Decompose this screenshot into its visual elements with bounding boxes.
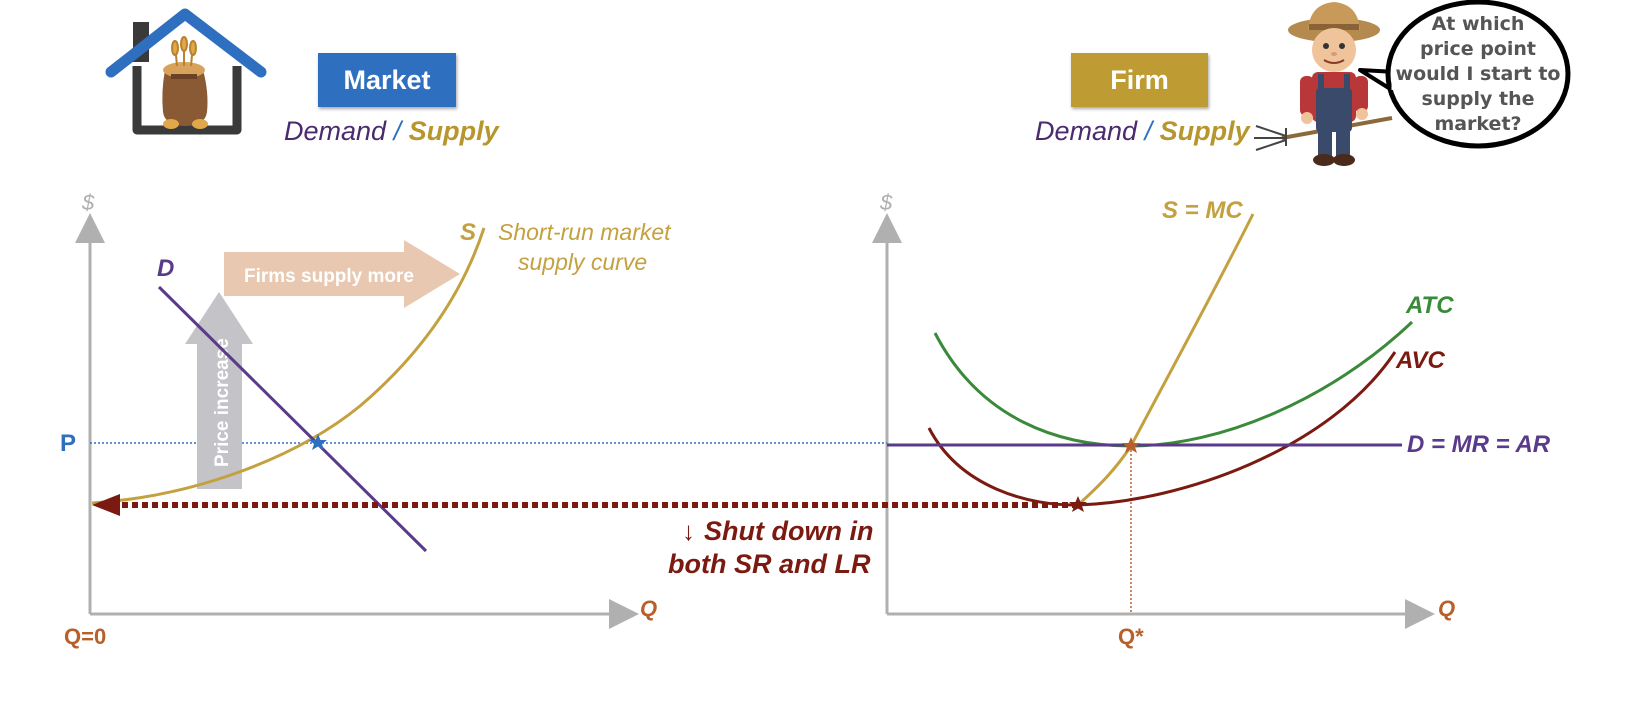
- shutdown-line-1: Shut down in: [704, 516, 873, 546]
- firm-atc-label: ATC: [1405, 292, 1454, 319]
- market-demand-word: Demand: [284, 116, 387, 146]
- house-grain-icon: [105, 8, 267, 135]
- firm-avc-min-point: [1069, 496, 1087, 512]
- price-increase-label: Price increase: [212, 338, 233, 467]
- firm-supply-word: Supply: [1159, 116, 1250, 146]
- bubble-line: supply the: [1421, 88, 1535, 110]
- firm-avc-label: AVC: [1395, 347, 1446, 374]
- firm-qstar-label: Q*: [1118, 624, 1144, 649]
- bubble-line: At which: [1431, 13, 1525, 35]
- shutdown-line-2: both SR and LR: [668, 549, 871, 579]
- firm-demand-word: Demand: [1035, 116, 1138, 146]
- market-y-axis-label: $: [81, 190, 95, 215]
- market-demand-curve: [157, 285, 428, 553]
- market-supply-note-2: supply curve: [518, 249, 647, 275]
- firm-demand-supply-label: Demand / Supply: [1035, 116, 1250, 147]
- firm-badge: Firm: [1071, 53, 1208, 107]
- firms-supply-more-label: Firms supply more: [244, 266, 414, 287]
- firms-supply-more-arrow: [224, 240, 460, 308]
- market-supply-label: S: [460, 219, 476, 246]
- shutdown-arrow-glyph: ↓: [682, 516, 695, 546]
- market-x-axis-label: Q: [640, 596, 657, 621]
- bubble-line: would I start to: [1395, 63, 1561, 85]
- market-equilibrium-point: [309, 434, 327, 450]
- firm-demand-label: D = MR = AR: [1407, 431, 1551, 458]
- market-badge: Market: [318, 53, 456, 107]
- market-demand-label: D: [157, 255, 174, 282]
- firm-mc-curve: [1076, 213, 1255, 507]
- firm-avc-curve: [927, 351, 1397, 507]
- firm-atc-min-point: [1122, 437, 1140, 453]
- market-supply-word: Supply: [408, 116, 499, 146]
- market-q0-label: Q=0: [64, 624, 106, 649]
- shutdown-arrow-head: [92, 494, 120, 516]
- firm-mc-label: S = MC: [1162, 197, 1243, 224]
- market-supply-curve: [91, 227, 486, 505]
- speech-bubble-icon: [1358, 0, 1571, 149]
- bubble-line: market?: [1434, 113, 1522, 135]
- price-increase-arrow: [185, 292, 253, 489]
- firm-y-axis-label: $: [879, 190, 893, 215]
- market-supply-note-1: Short-run market: [498, 219, 672, 245]
- speech-bubble-text: At which price point would I start to su…: [1388, 12, 1568, 137]
- firm-atc-curve: [933, 320, 1414, 448]
- market-slash: /: [393, 116, 402, 146]
- price-label: P: [60, 430, 76, 457]
- firm-slash: /: [1144, 116, 1153, 146]
- farmer-icon: [1254, 2, 1393, 166]
- firm-x-axis-label: Q: [1438, 596, 1455, 621]
- bubble-line: price point: [1419, 38, 1537, 60]
- market-demand-supply-label: Demand / Supply: [284, 116, 499, 147]
